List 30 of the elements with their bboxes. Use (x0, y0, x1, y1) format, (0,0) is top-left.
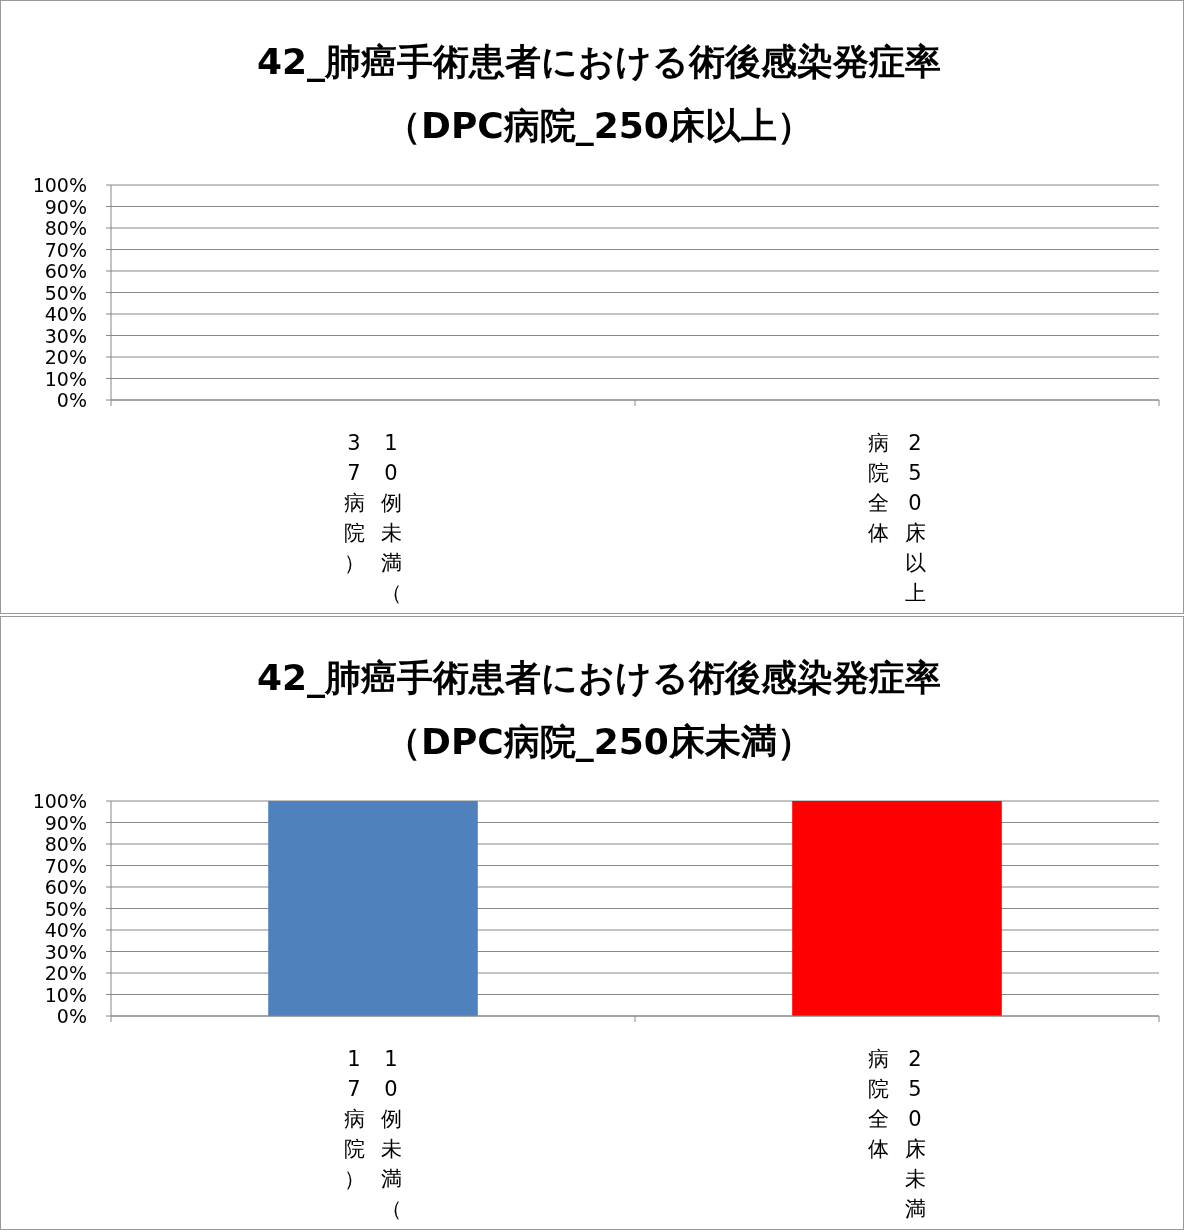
category-label: 250床未満病院全体 (867, 1047, 926, 1221)
chart-title: 42_肺癌手術患者における術後感染発症率 (256, 41, 942, 82)
category-label: 250床以上病院全体 (867, 431, 926, 605)
y-tick-label: 70% (44, 854, 87, 877)
y-tick-label: 100% (32, 790, 87, 812)
chart-subtitle: （DPC病院_250床未満） (385, 721, 813, 762)
y-tick-label: 60% (44, 260, 87, 282)
y-tick-label: 90% (44, 811, 87, 834)
y-tick-label: 0% (56, 1005, 87, 1027)
chart-subtitle: （DPC病院_250床以上） (385, 105, 813, 146)
y-tick-label: 60% (44, 876, 87, 898)
y-tick-label: 80% (44, 833, 87, 855)
y-tick-label: 70% (44, 238, 87, 261)
y-tick-label: 30% (44, 940, 87, 963)
y-tick-label: 50% (44, 897, 87, 920)
y-tick-label: 30% (44, 324, 87, 347)
y-tick-label: 40% (44, 303, 87, 325)
category-label: 10例未満（17病院） (343, 1047, 402, 1221)
y-tick-label: 40% (44, 919, 87, 941)
y-tick-label: 50% (44, 281, 87, 304)
y-tick-label: 20% (44, 962, 87, 984)
y-tick-label: 20% (44, 346, 87, 368)
y-tick-label: 10% (44, 983, 87, 1006)
category-label: 10例未満（37病院） (343, 431, 402, 605)
y-tick-label: 100% (32, 174, 87, 196)
chart-title: 42_肺癌手術患者における術後感染発症率 (256, 657, 942, 698)
y-tick-label: 80% (44, 217, 87, 239)
y-tick-label: 10% (44, 367, 87, 390)
y-tick-label: 90% (44, 195, 87, 218)
y-tick-label: 0% (56, 389, 87, 411)
